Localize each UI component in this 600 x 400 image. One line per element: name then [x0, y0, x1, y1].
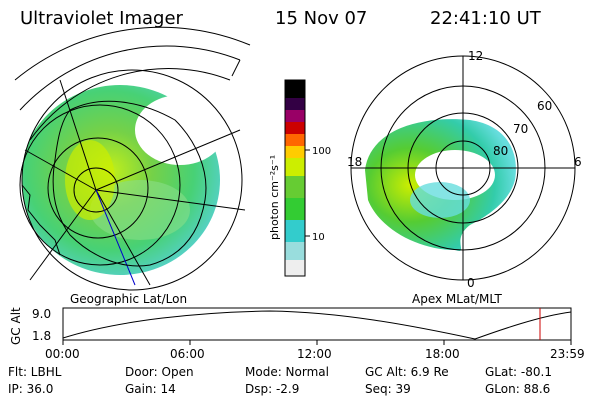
gc-alt-info: GC Alt: 6.9 Re [365, 365, 449, 379]
header-date: 15 Nov 07 [275, 8, 368, 29]
geographic-map [14, 26, 251, 291]
colorbar-unit-label: photon cm⁻²s⁻¹ [268, 155, 281, 240]
colorbar-tick-100: 100 [312, 146, 331, 157]
time-tick-2359: 23:59 [550, 347, 585, 361]
time-tick-0000: 00:00 [45, 347, 80, 361]
left-map-caption: Geographic Lat/Lon [70, 292, 187, 306]
mlt-polar-map [350, 55, 576, 281]
seq-info: Seq: 39 [365, 382, 411, 396]
door-info: Door: Open [125, 365, 194, 379]
instrument-title: Ultraviolet Imager [20, 8, 183, 29]
colorbar [284, 79, 310, 277]
colorbar-tick-10: 10 [312, 232, 325, 243]
altitude-ymax: 9.0 [32, 307, 51, 321]
mlt-label-0: 0 [467, 276, 475, 290]
glat-info: GLat: -80.1 [485, 365, 552, 379]
mlat-label-70: 70 [513, 122, 528, 136]
auroral-image-right [365, 119, 516, 251]
mlat-label-80: 80 [493, 144, 508, 158]
altitude-ymin: 1.8 [32, 329, 51, 343]
mode-info: Mode: Normal [245, 365, 329, 379]
time-tick-1800: 18:00 [425, 347, 460, 361]
filter-info: Flt: LBHL [8, 365, 62, 379]
altitude-ylabel: GC Alt [9, 307, 23, 345]
mlat-label-60: 60 [537, 99, 552, 113]
right-map-caption: Apex MLat/MLT [412, 292, 502, 306]
altitude-curve [62, 310, 572, 340]
auroral-image-left [22, 85, 225, 275]
dsp-info: Dsp: -2.9 [245, 382, 300, 396]
glon-info: GLon: 88.6 [485, 382, 551, 396]
time-tick-0600: 06:00 [170, 347, 205, 361]
mlt-label-18: 18 [347, 155, 362, 169]
mlt-label-6: 6 [574, 155, 582, 169]
time-tick-1200: 12:00 [297, 347, 332, 361]
altitude-plot [62, 307, 572, 345]
header-time: 22:41:10 UT [430, 8, 541, 29]
ip-info: IP: 36.0 [8, 382, 54, 396]
gain-info: Gain: 14 [125, 382, 176, 396]
mlt-label-12: 12 [468, 49, 483, 63]
